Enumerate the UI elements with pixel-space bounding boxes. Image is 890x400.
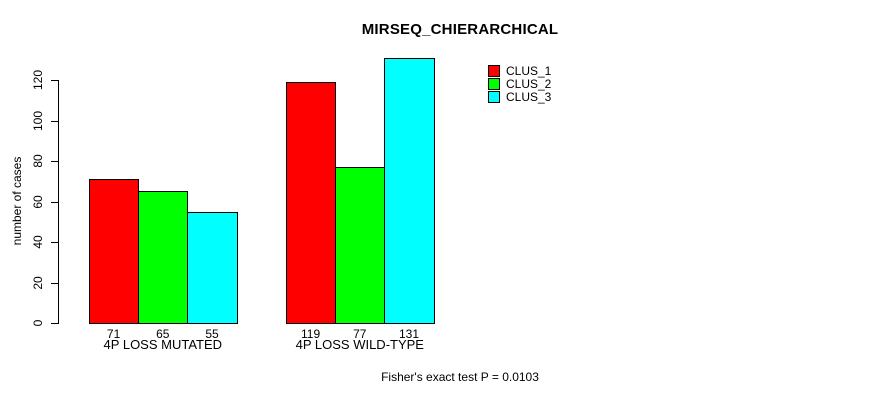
chart-title: MIRSEQ_CHIERARCHICAL [361, 21, 559, 38]
bar-value-label: 71 [106, 327, 121, 341]
legend-swatch-clus_1 [488, 65, 500, 77]
bar-clus_2-group1 [138, 191, 189, 324]
bar-value-label: 77 [353, 327, 367, 341]
bar-value-label: 65 [156, 327, 170, 341]
y-axis-tick [51, 120, 58, 122]
legend-label: CLUS_2 [506, 77, 552, 91]
bar-clus_1-group2 [286, 82, 337, 324]
y-axis-tick-label: 40 [31, 235, 45, 249]
y-axis-tick [51, 242, 58, 243]
y-axis-tick-label: 100 [31, 110, 45, 131]
legend-label: CLUS_3 [506, 90, 552, 104]
x-category-label: 4P LOSS WILD-TYPE [295, 337, 424, 352]
y-axis-label: number of cases [10, 156, 24, 246]
y-axis-tick-label: 120 [31, 69, 45, 91]
legend-swatch-clus_2 [488, 78, 500, 90]
x-category-label: 4P LOSS MUTATED [103, 337, 223, 352]
bar-clus_2-group2 [335, 167, 386, 324]
bar-value-label: 131 [398, 327, 420, 341]
y-axis-tick [51, 201, 58, 203]
y-axis-tick [51, 282, 58, 284]
bar-clus_3-group2 [384, 57, 435, 324]
bar-clus_1-group1 [89, 179, 140, 324]
fisher-test-annotation: Fisher's exact test P = 0.0103 [381, 370, 539, 384]
bar-clus_3-group1 [187, 211, 238, 324]
y-axis-tick-label: 20 [31, 275, 45, 290]
y-axis-tick-label: 80 [31, 154, 45, 168]
y-axis-tick-label: 60 [31, 194, 45, 209]
legend-swatch-clus_3 [488, 91, 500, 103]
bar-value-label: 119 [301, 327, 321, 341]
bar-value-label: 55 [205, 327, 219, 341]
y-axis-tick [51, 80, 58, 81]
y-axis-line [58, 80, 59, 324]
y-axis-tick [51, 161, 58, 162]
y-axis-tick [51, 323, 58, 324]
legend-label: CLUS_1 [506, 64, 552, 78]
y-axis-tick-label: 0 [31, 319, 45, 327]
